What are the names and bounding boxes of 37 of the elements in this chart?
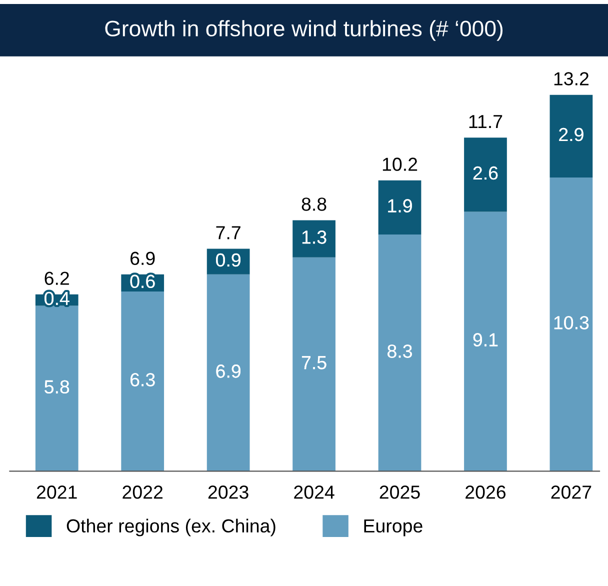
total-label: 11.7 (469, 115, 502, 128)
x-tick-label: 2023 (208, 486, 248, 499)
bar (292, 257, 336, 472)
legend-label: Europe (364, 519, 422, 536)
data-label: 2.9 (559, 128, 584, 142)
data-label: 9.1 (473, 333, 498, 346)
x-tick-label: 2025 (380, 486, 420, 499)
data-label: 0.6 (130, 274, 155, 288)
data-label: 6.9 (216, 364, 240, 378)
total-label: 10.2 (382, 158, 418, 171)
total-label: 13.2 (554, 72, 589, 86)
data-label: 10.3 (554, 316, 589, 330)
bar (206, 274, 250, 472)
x-tick-label: 2024 (294, 486, 334, 499)
data-label: 6.3 (130, 373, 155, 386)
total-label: 7.7 (216, 226, 240, 240)
data-label: 5.8 (44, 380, 70, 394)
data-label: 7.5 (302, 356, 326, 370)
x-tick-label: 2026 (466, 486, 506, 499)
total-label: 6.2 (44, 272, 69, 285)
bar (378, 234, 422, 472)
data-label: 1.3 (302, 230, 326, 244)
total-label: 8.8 (302, 198, 326, 211)
bar (35, 306, 78, 472)
data-label: 0.9 (216, 253, 240, 267)
x-tick-label: 2021 (36, 486, 77, 499)
chart-title: Growth in offshore wind turbines (# ‘000) (105, 20, 503, 41)
data-label: 1.9 (388, 199, 412, 212)
data-label: 8.3 (388, 344, 412, 358)
total-label: 6.9 (130, 252, 155, 266)
x-tick-label: 2022 (122, 486, 163, 499)
bar (121, 292, 164, 472)
legend-label: Other regions (ex. China) (66, 518, 276, 536)
data-label: 2.6 (473, 166, 498, 180)
bar (464, 212, 507, 472)
bar (550, 177, 593, 472)
x-tick-label: 2027 (551, 486, 592, 499)
